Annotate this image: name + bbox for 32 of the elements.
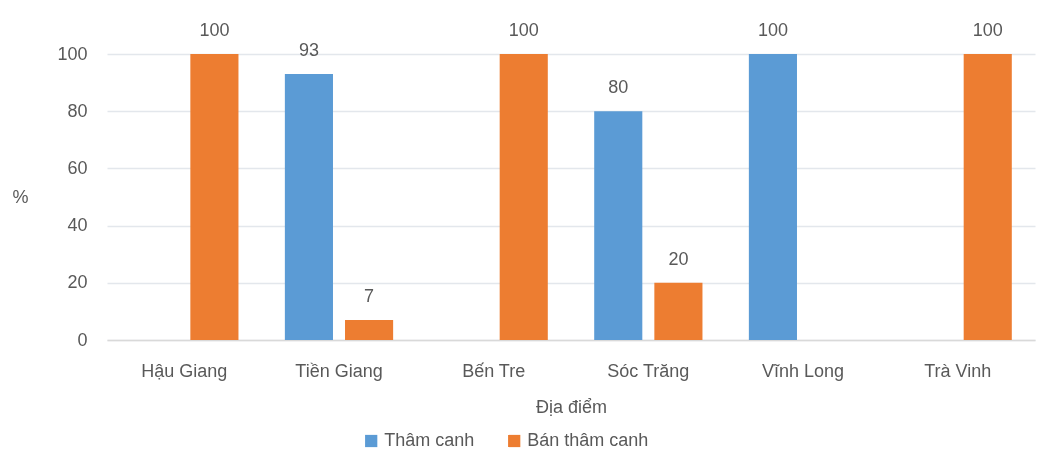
- y-tick-label: 40: [67, 215, 88, 236]
- y-tick-label: 0: [77, 329, 88, 350]
- bar: [499, 54, 548, 340]
- data-label: 20: [668, 248, 689, 269]
- x-tick-label: Vĩnh Long: [761, 360, 845, 381]
- x-tick-label: Tiền Giang: [295, 360, 383, 381]
- data-label: 100: [199, 20, 230, 40]
- x-tick-label: Sóc Trăng: [607, 360, 690, 381]
- x-tick-label: Bến Tre: [462, 360, 526, 381]
- data-label: 80: [608, 77, 629, 98]
- y-tick-label: 80: [67, 100, 88, 121]
- x-axis-title: Địa điểm: [535, 396, 608, 417]
- data-label: 100: [508, 20, 539, 40]
- bar: [748, 54, 797, 340]
- data-label: 7: [364, 285, 375, 306]
- x-tick-label: Hậu Giang: [141, 360, 228, 381]
- bar: [963, 54, 1012, 340]
- bar: [654, 282, 703, 340]
- bar: [190, 54, 239, 340]
- legend-label: Bán thâm canh: [527, 430, 649, 450]
- bar: [345, 319, 394, 340]
- data-label: 100: [757, 20, 788, 40]
- x-tick-label: Trà Vinh: [924, 360, 992, 381]
- legend-label: Thâm canh: [384, 430, 475, 450]
- bar: [594, 111, 643, 340]
- y-tick-label: 60: [67, 157, 88, 178]
- y-tick-label: 100: [57, 43, 88, 64]
- y-tick-label: 20: [67, 272, 88, 293]
- data-label: 100: [972, 20, 1003, 40]
- bar: [284, 74, 333, 340]
- y-axis-title: %: [12, 186, 29, 207]
- data-label: 93: [298, 40, 319, 61]
